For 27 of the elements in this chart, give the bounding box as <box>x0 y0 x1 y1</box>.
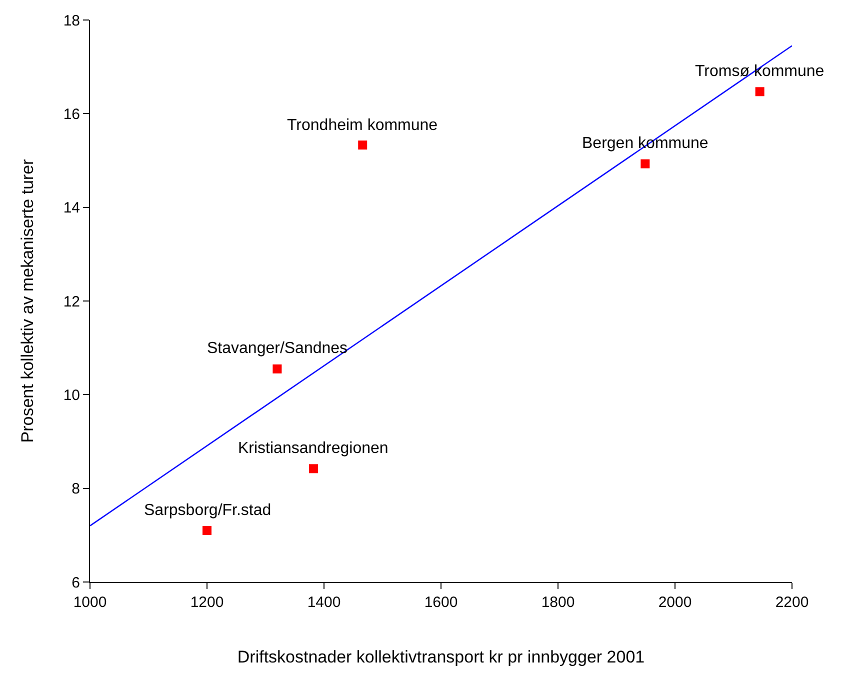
annotation: Tromsø kommune <box>695 63 824 80</box>
point <box>308 464 318 474</box>
x-tick-label: 1600 <box>424 594 458 611</box>
annotation: Kristiansandregionen <box>238 440 388 457</box>
annotation: Sarpsborg/Fr.stad <box>144 502 272 519</box>
point <box>202 526 212 535</box>
point <box>358 140 368 150</box>
point <box>640 159 650 168</box>
y-axis-title: Prosent kollektiv av mekaniserte turer <box>18 158 37 443</box>
y-tick-label: 12 <box>63 293 80 310</box>
x-tick-label: 1400 <box>307 594 341 611</box>
annotation: Stavanger/Sandnes <box>207 340 348 357</box>
y-tick-label: 10 <box>63 386 80 404</box>
x-tick-label: 2200 <box>775 594 809 611</box>
y-tick-label: 8 <box>72 480 80 498</box>
x-tick-label: 1000 <box>73 594 107 611</box>
x-axis-title: Driftskostnader kollektivtransport kr pr innbygger 2001 <box>237 647 645 666</box>
x-tick-label: 1200 <box>190 594 224 611</box>
y-tick-label: 18 <box>63 12 80 30</box>
y-tick-label: 6 <box>72 574 80 592</box>
annotation: Trondheim kommune <box>287 117 438 134</box>
point <box>272 364 282 374</box>
x-tick-label: 2000 <box>658 594 692 611</box>
y-tick-label: 14 <box>63 200 80 217</box>
x-tick-label: 1800 <box>541 594 575 611</box>
point <box>755 87 764 96</box>
y-tick-label: 16 <box>63 106 80 123</box>
